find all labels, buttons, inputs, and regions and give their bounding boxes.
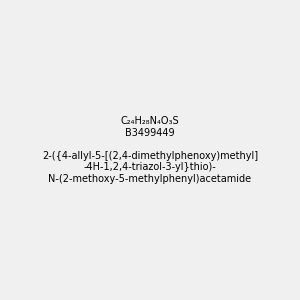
Text: C₂₄H₂₈N₄O₃S
B3499449

2-({4-allyl-5-[(2,4-dimethylphenoxy)methyl]
-4H-1,2,4-tria: C₂₄H₂₈N₄O₃S B3499449 2-({4-allyl-5-[(2,4… xyxy=(42,116,258,184)
